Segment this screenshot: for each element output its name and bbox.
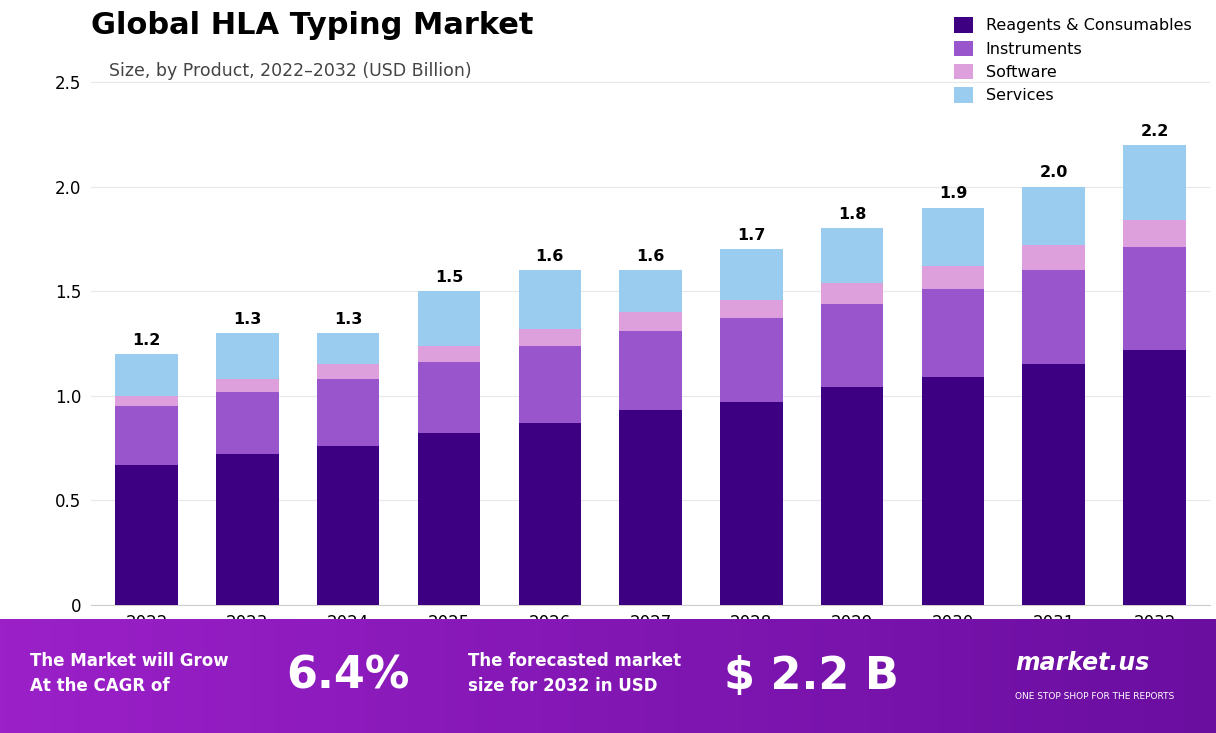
Text: 2.2: 2.2	[1141, 124, 1169, 139]
Bar	[317, 333, 379, 364]
Bar	[1124, 247, 1186, 350]
Bar	[518, 270, 581, 329]
Bar	[619, 331, 682, 410]
Bar	[922, 377, 984, 605]
Bar	[821, 303, 883, 387]
Bar	[1023, 187, 1085, 245]
Bar	[116, 465, 178, 605]
Bar	[418, 433, 480, 605]
Text: 1.7: 1.7	[737, 228, 766, 243]
Text: Size, by Product, 2022–2032 (USD Billion): Size, by Product, 2022–2032 (USD Billion…	[109, 62, 472, 81]
Text: 1.3: 1.3	[233, 312, 261, 327]
Bar	[518, 329, 581, 345]
Text: Global HLA Typing Market: Global HLA Typing Market	[91, 11, 534, 40]
Bar	[720, 300, 783, 318]
Bar	[216, 391, 278, 454]
Text: 1.6: 1.6	[636, 249, 665, 264]
Bar	[619, 270, 682, 312]
Bar	[317, 364, 379, 379]
Bar	[922, 207, 984, 266]
Bar	[1023, 245, 1085, 270]
Bar	[821, 283, 883, 303]
Text: The forecasted market
size for 2032 in USD: The forecasted market size for 2032 in U…	[468, 652, 681, 696]
Bar	[418, 291, 480, 345]
Text: 1.3: 1.3	[334, 312, 362, 327]
Text: 1.9: 1.9	[939, 186, 967, 202]
Bar	[216, 379, 278, 391]
Bar	[922, 289, 984, 377]
Bar	[418, 345, 480, 362]
Bar	[619, 312, 682, 331]
Legend: Reagents & Consumables, Instruments, Software, Services: Reagents & Consumables, Instruments, Sof…	[947, 11, 1198, 110]
Bar	[720, 318, 783, 402]
Bar	[418, 362, 480, 433]
Bar	[317, 446, 379, 605]
Bar	[216, 333, 278, 379]
Bar	[1023, 364, 1085, 605]
Bar	[821, 229, 883, 283]
Bar	[619, 410, 682, 605]
Text: 1.2: 1.2	[133, 333, 161, 347]
Bar	[518, 423, 581, 605]
Bar	[1124, 220, 1186, 247]
Bar	[922, 266, 984, 289]
Bar	[518, 345, 581, 423]
Text: $ 2.2 B: $ 2.2 B	[724, 655, 899, 698]
Text: ONE STOP SHOP FOR THE REPORTS: ONE STOP SHOP FOR THE REPORTS	[1015, 692, 1175, 701]
Bar	[116, 406, 178, 465]
Bar	[1124, 145, 1186, 220]
Bar	[1124, 350, 1186, 605]
Bar	[720, 249, 783, 300]
Bar	[317, 379, 379, 446]
Text: 2.0: 2.0	[1040, 166, 1068, 180]
Bar	[720, 402, 783, 605]
Bar	[821, 387, 883, 605]
Text: 1.5: 1.5	[435, 270, 463, 285]
Bar	[116, 354, 178, 396]
Text: 1.8: 1.8	[838, 207, 866, 222]
Text: 1.6: 1.6	[535, 249, 564, 264]
Bar	[216, 454, 278, 605]
Text: market.us: market.us	[1015, 651, 1150, 674]
Bar	[1023, 270, 1085, 364]
Text: The Market will Grow
At the CAGR of: The Market will Grow At the CAGR of	[30, 652, 229, 696]
Text: 6.4%: 6.4%	[286, 655, 409, 698]
Bar	[116, 396, 178, 406]
